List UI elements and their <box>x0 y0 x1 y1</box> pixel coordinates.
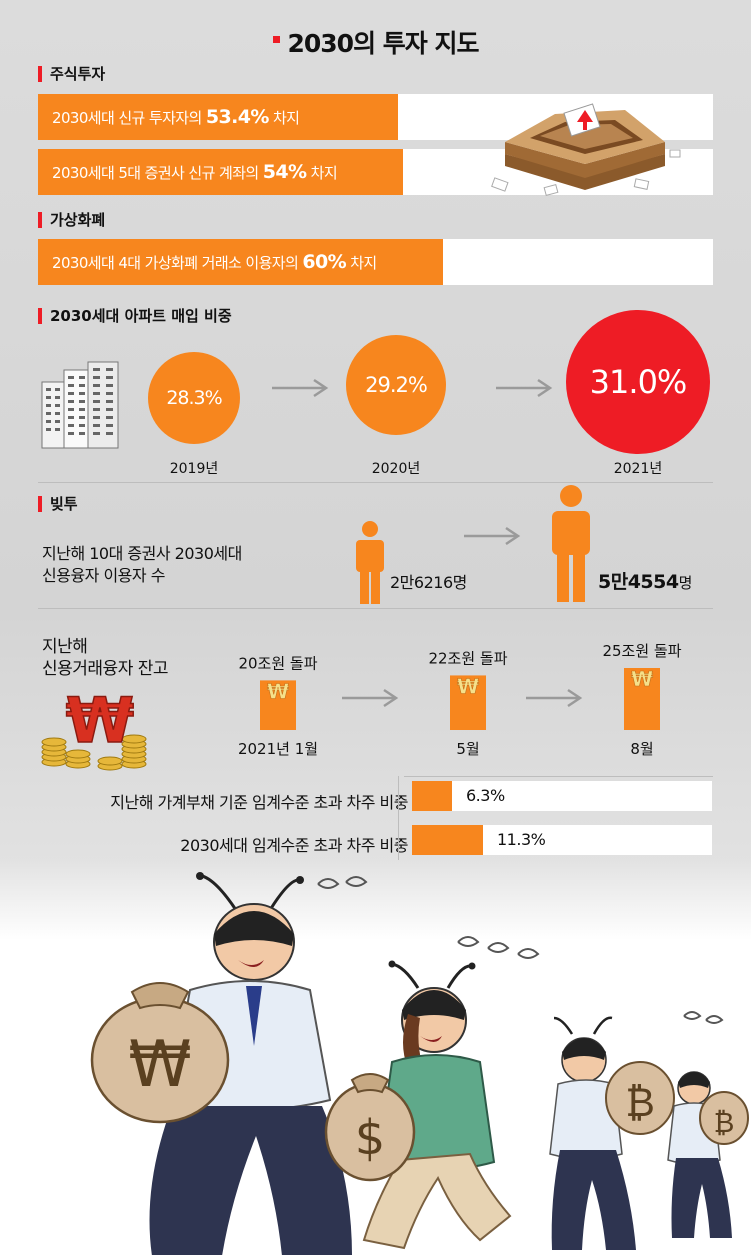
threshold-row-1-fill <box>412 781 452 811</box>
balance-bar-2 <box>450 675 486 730</box>
investor-figure-4: ₿ <box>667 1071 749 1238</box>
year-2020-label: 2020년 <box>371 461 421 477</box>
apartment-2019-circle: 28.3% <box>148 352 240 444</box>
threshold-axis <box>398 776 399 860</box>
apartment-building-icon <box>41 361 119 449</box>
balance-bar-chart: ₩20조원 돌파 2021년 1월 ₩22조원 돌파 5월 ₩25조원 돌파 8월 <box>238 642 682 758</box>
apartment-2020-value: 29.2% <box>365 373 428 397</box>
threshold-row-2-fill <box>412 825 483 855</box>
balance-label-line1: 지난해 <box>42 637 88 657</box>
arrow-right-icon <box>464 526 521 546</box>
stocks-bar-2-fill <box>38 149 403 195</box>
balance-bar-1 <box>260 680 296 730</box>
svg-text:$: $ <box>355 1110 386 1166</box>
background-fade <box>0 860 751 940</box>
threshold-row-2-value: 11.3% <box>497 830 546 849</box>
divider <box>38 608 713 609</box>
svg-text:₿: ₿ <box>714 1106 735 1139</box>
apartment-heading: 2030세대 아파트 매입 비중 <box>38 308 232 324</box>
users-before-value: 2만6216명 <box>390 573 467 592</box>
year-2021-label: 2021년 <box>613 461 663 477</box>
person-large-icon <box>552 485 590 602</box>
investor-figure-3: ₿ <box>549 1016 675 1250</box>
title-text: 2030의 투자 지도 <box>287 29 480 58</box>
threshold-row-1-bar: 6.3% <box>412 781 712 811</box>
balance-bar-2-period: 5월 <box>456 740 479 758</box>
arrow-right-icon <box>342 688 399 708</box>
svg-text:₩: ₩ <box>66 690 134 757</box>
balance-bar-1-period: 2021년 1월 <box>238 740 318 758</box>
svg-text:₿: ₿ <box>625 1080 655 1126</box>
threshold-row-2-label: 2030세대 임계수준 초과 차주 비중 <box>180 836 408 855</box>
balance-bar-3 <box>624 668 660 730</box>
arrow-right-icon <box>526 688 583 708</box>
svg-text:₩: ₩ <box>128 1028 191 1102</box>
threshold-row-1-label: 지난해 가계부채 기준 임계수준 초과 차주 비중 <box>110 793 408 812</box>
stocks-heading: 주식투자 <box>38 66 105 82</box>
threshold-row-2-bar: 11.3% <box>412 825 712 855</box>
divider <box>38 482 713 483</box>
won-coins-illustration: ₩ <box>41 690 147 771</box>
person-small-icon <box>356 521 384 604</box>
stocks-bar-1-label: 2030세대 신규 투자자의 53.4% 차지 <box>52 106 300 128</box>
page-title: 2030의 투자 지도 <box>0 24 751 60</box>
investor-figure-1: ₩ <box>90 872 352 1255</box>
balance-bar-2-won-glyph: ₩ <box>457 674 479 698</box>
arrow-right-icon <box>496 378 553 398</box>
balance-bar-1-label: 20조원 돌파 <box>238 654 317 672</box>
balance-bar-2-label: 22조원 돌파 <box>428 649 507 667</box>
crypto-bar: 2030세대 4대 가상화폐 거래소 이용자의 60% 차지 <box>38 239 713 285</box>
crypto-heading: 가상화폐 <box>38 212 105 228</box>
trading-box-illustration <box>491 103 681 197</box>
balance-bar-3-won-glyph: ₩ <box>631 667 653 691</box>
apartment-2021-value: 31.0% <box>589 363 688 401</box>
apartment-2021-circle: 31.0% <box>566 310 710 454</box>
balance-label-line2: 신용거래융자 잔고 <box>42 659 169 679</box>
threshold-row-1-value: 6.3% <box>466 786 505 805</box>
users-after-value: 5만4554명 <box>598 571 692 593</box>
balance-bar-3-label: 25조원 돌파 <box>602 642 681 660</box>
balance-bar-1-won-glyph: ₩ <box>267 679 289 703</box>
stocks-bar-2-label: 2030세대 5대 증권사 신규 계좌의 54% 차지 <box>52 161 338 183</box>
debt-invest-heading: 빚투 <box>38 496 78 512</box>
title-marker <box>272 35 280 43</box>
stocks-bar-2: 2030세대 5대 증권사 신규 계좌의 54% 차지 <box>38 149 713 195</box>
crypto-bar-fill <box>38 239 443 285</box>
arrow-right-icon <box>272 378 329 398</box>
crypto-bar-label: 2030세대 4대 가상화폐 거래소 이용자의 60% 차지 <box>52 251 377 273</box>
balance-bar-3-period: 8월 <box>630 740 653 758</box>
ant-investors-illustration: ₩ $ ₿ ₿ <box>90 872 749 1255</box>
stocks-bar-1-fill <box>38 94 398 140</box>
apartment-2019-value: 28.3% <box>166 387 222 409</box>
divider <box>404 776 713 777</box>
apartment-2020-circle: 29.2% <box>346 335 446 435</box>
year-2019-label: 2019년 <box>169 461 219 477</box>
users-label-line2: 신용융자 이용자 수 <box>42 566 165 585</box>
investor-figure-2: $ <box>324 960 512 1250</box>
users-label-line1: 지난해 10대 증권사 2030세대 <box>42 544 242 563</box>
